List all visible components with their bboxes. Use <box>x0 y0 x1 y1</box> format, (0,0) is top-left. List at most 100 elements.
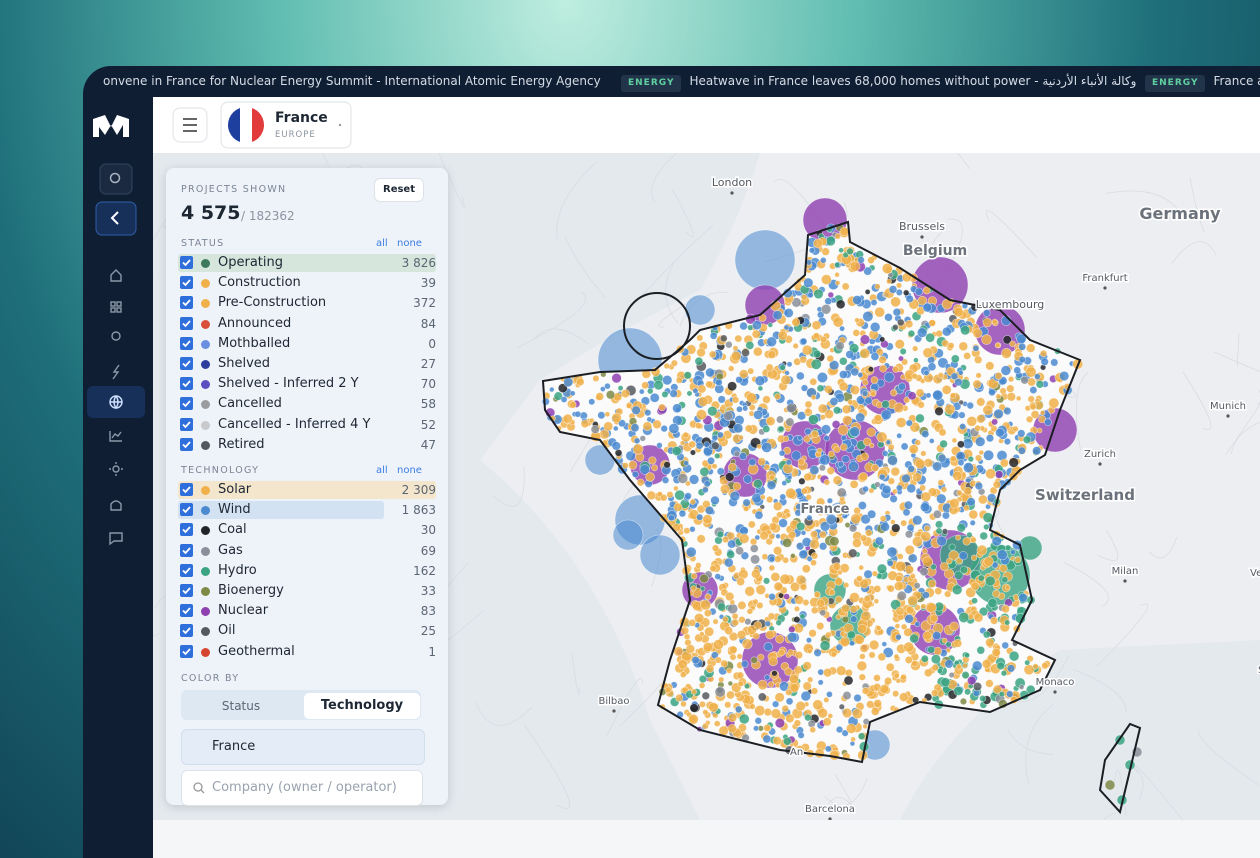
project-dot[interactable] <box>747 625 757 635</box>
project-dot[interactable] <box>847 399 854 406</box>
project-dot[interactable] <box>1006 690 1014 698</box>
project-dot[interactable] <box>981 659 992 669</box>
project-dot[interactable] <box>683 527 691 535</box>
project-dot[interactable] <box>972 660 983 672</box>
project-dot[interactable] <box>1048 397 1060 409</box>
project-dot[interactable] <box>810 559 817 567</box>
project-dot[interactable] <box>819 521 831 532</box>
project-dot[interactable] <box>868 651 876 659</box>
project-dot[interactable] <box>757 679 768 691</box>
project-dot[interactable] <box>798 549 809 560</box>
project-dot[interactable] <box>854 317 860 323</box>
project-dot[interactable] <box>923 369 930 376</box>
project-dot[interactable] <box>696 534 706 544</box>
project-dot[interactable] <box>996 549 1008 561</box>
project-dot[interactable] <box>757 385 764 392</box>
project-dot[interactable] <box>748 458 757 467</box>
project-dot[interactable] <box>816 598 826 608</box>
project-dot[interactable] <box>639 435 646 442</box>
project-dot[interactable] <box>962 537 971 546</box>
project-dot[interactable] <box>876 563 888 574</box>
project-dot[interactable] <box>763 707 773 717</box>
project-dot[interactable] <box>1018 593 1028 603</box>
project-dot[interactable] <box>826 466 835 475</box>
project-dot[interactable] <box>871 570 879 577</box>
project-dot[interactable] <box>644 409 652 417</box>
project-dot[interactable] <box>753 725 760 732</box>
project-dot[interactable] <box>603 421 614 432</box>
project-dot[interactable] <box>905 605 915 615</box>
project-dot[interactable] <box>889 494 898 503</box>
project-dot[interactable] <box>638 388 645 395</box>
project-dot[interactable] <box>818 464 826 472</box>
project-dot[interactable] <box>963 462 974 473</box>
project-dot[interactable] <box>914 458 926 470</box>
project-dot[interactable] <box>970 554 978 561</box>
project-dot[interactable] <box>907 595 919 607</box>
project-dot[interactable] <box>686 390 693 397</box>
project-dot[interactable] <box>817 668 825 676</box>
project-dot[interactable] <box>885 439 892 446</box>
project-dot[interactable] <box>736 653 743 660</box>
project-dot[interactable] <box>926 602 937 613</box>
project-dot[interactable] <box>841 603 851 613</box>
project-dot[interactable] <box>879 364 888 373</box>
project-dot[interactable] <box>931 663 939 672</box>
project-dot[interactable] <box>780 374 791 385</box>
project-dot[interactable] <box>981 334 992 345</box>
project-dot[interactable] <box>663 362 670 370</box>
project-dot[interactable] <box>672 403 682 414</box>
project-dot[interactable] <box>1039 349 1048 358</box>
project-dot[interactable] <box>886 278 892 285</box>
project-dot[interactable] <box>810 687 819 695</box>
project-dot[interactable] <box>830 651 837 658</box>
project-dot[interactable] <box>908 444 919 455</box>
project-dot[interactable] <box>808 247 816 254</box>
filter-row[interactable]: Hydro 162 <box>178 562 436 580</box>
project-dot[interactable] <box>714 686 726 698</box>
project-dot[interactable] <box>875 625 882 632</box>
project-dot[interactable] <box>850 367 860 377</box>
checkbox[interactable] <box>180 276 193 290</box>
project-dot[interactable] <box>823 479 831 486</box>
project-dot[interactable] <box>940 677 951 687</box>
project-dot[interactable] <box>800 384 809 392</box>
project-dot[interactable] <box>946 557 953 565</box>
project-dot[interactable] <box>975 436 986 447</box>
project-dot[interactable] <box>839 356 848 366</box>
project-dot[interactable] <box>983 556 994 567</box>
project-dot[interactable] <box>834 233 842 240</box>
project-dot[interactable] <box>866 700 875 709</box>
project-dot[interactable] <box>772 501 783 511</box>
project-dot[interactable] <box>831 420 841 429</box>
project-dot[interactable] <box>912 536 923 548</box>
project-dot[interactable] <box>730 350 742 362</box>
project-dot[interactable] <box>978 494 988 505</box>
project-dot[interactable] <box>835 509 844 517</box>
checkbox[interactable] <box>180 357 193 370</box>
project-dot[interactable] <box>967 455 975 463</box>
project-dot[interactable] <box>801 344 813 356</box>
project-dot[interactable] <box>767 350 777 359</box>
project-dot[interactable] <box>709 564 717 573</box>
project-dot[interactable] <box>674 489 686 501</box>
project-dot[interactable] <box>937 372 945 379</box>
project-dot[interactable] <box>653 380 664 391</box>
project-dot[interactable] <box>874 414 882 422</box>
project-dot[interactable] <box>878 355 887 364</box>
project-dot[interactable] <box>802 661 812 671</box>
project-dot[interactable] <box>958 341 969 352</box>
project-dot[interactable] <box>671 446 682 456</box>
project-dot[interactable] <box>912 345 919 352</box>
project-dot[interactable] <box>789 673 800 684</box>
checkbox[interactable] <box>180 256 193 269</box>
project-dot[interactable] <box>813 238 823 249</box>
project-dot[interactable] <box>774 393 781 400</box>
project-dot[interactable] <box>841 615 850 624</box>
project-dot[interactable] <box>562 413 573 424</box>
project-dot[interactable] <box>765 363 774 372</box>
project-dot[interactable] <box>991 536 1002 547</box>
project-dot[interactable] <box>823 434 830 442</box>
project-dot[interactable] <box>937 453 947 463</box>
project-dot[interactable] <box>868 639 880 651</box>
